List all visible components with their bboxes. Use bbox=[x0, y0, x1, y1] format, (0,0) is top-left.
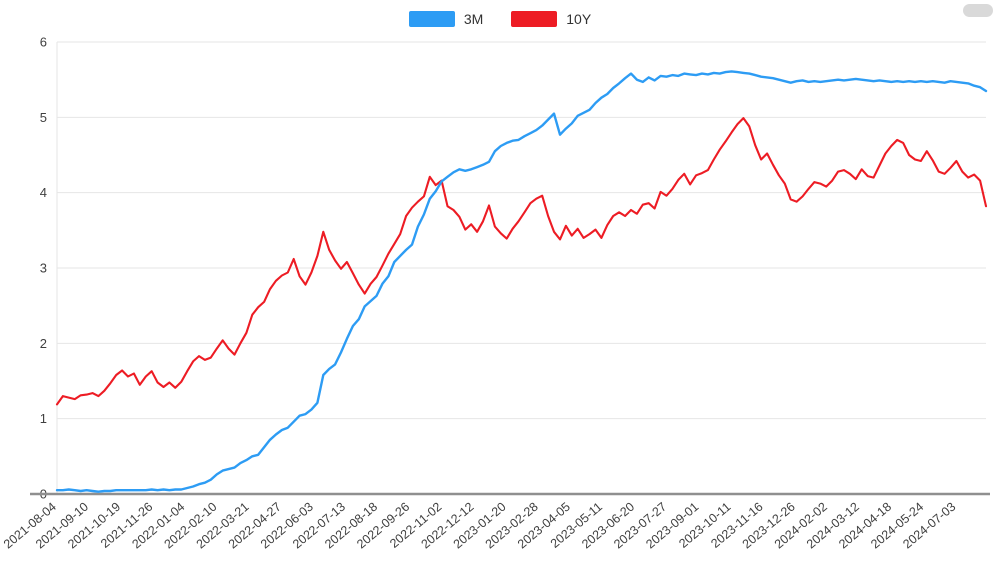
legend-label-3m: 3M bbox=[463, 11, 484, 27]
legend-item-3m[interactable]: 3M bbox=[408, 11, 484, 27]
y-tick-label: 5 bbox=[40, 110, 47, 125]
y-tick-label: 1 bbox=[40, 411, 47, 426]
series-line-10y bbox=[55, 117, 988, 406]
y-tick-label: 6 bbox=[40, 35, 47, 50]
y-tick-label: 2 bbox=[40, 336, 47, 351]
series-line-3m bbox=[55, 70, 988, 493]
y-tick-label: 3 bbox=[40, 261, 47, 276]
legend-swatch-10y bbox=[511, 11, 558, 27]
legend-swatch-3m bbox=[408, 11, 455, 27]
legend-label-10y: 10Y bbox=[566, 11, 592, 27]
top-right-pill bbox=[963, 4, 993, 17]
y-tick-label: 4 bbox=[40, 185, 47, 200]
legend-item-10y[interactable]: 10Y bbox=[511, 11, 591, 27]
chart-legend: 3M 10Y bbox=[0, 11, 1000, 27]
